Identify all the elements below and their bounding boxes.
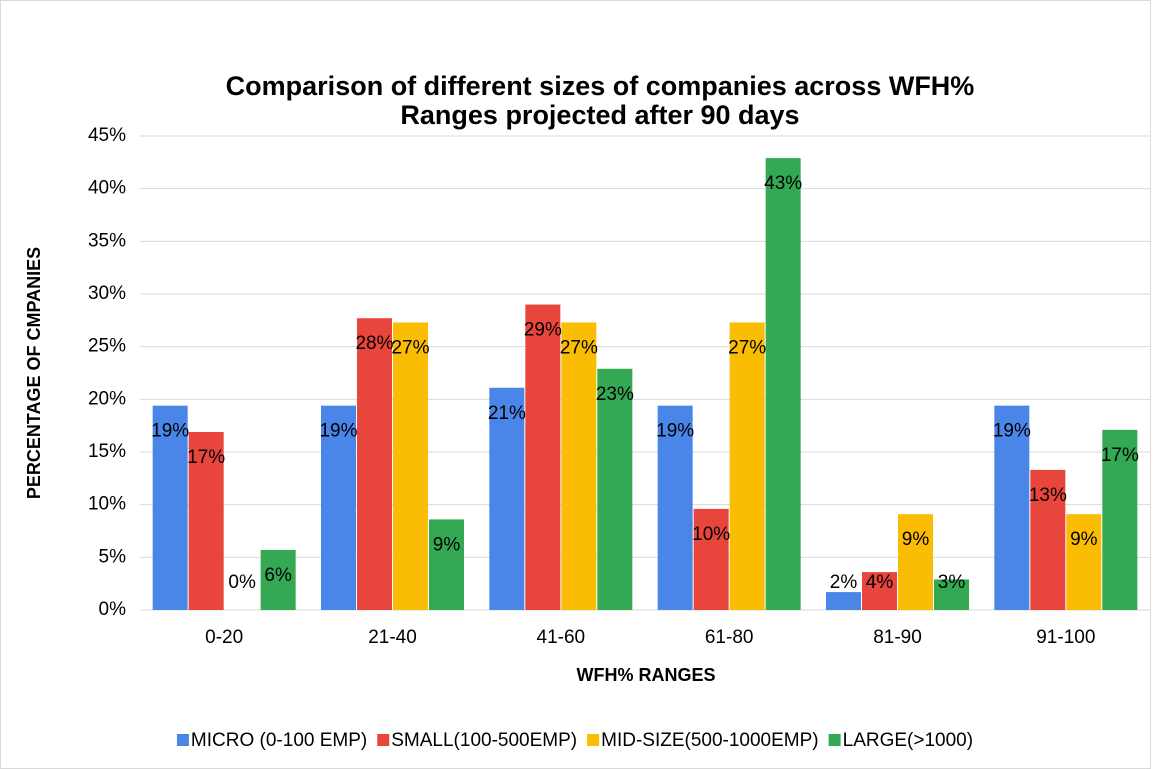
x-axis-title: WFH% RANGES <box>577 665 716 685</box>
x-tick-label: 41-60 <box>537 627 586 648</box>
data-label: 17% <box>187 447 225 468</box>
bar <box>188 431 224 610</box>
data-label: 23% <box>596 384 634 405</box>
x-tick-label: 21-40 <box>368 627 417 648</box>
y-tick-label: 25% <box>88 336 126 357</box>
data-label: 9% <box>1070 529 1098 550</box>
x-tick-label: 61-80 <box>705 627 754 648</box>
data-label: 19% <box>656 421 694 442</box>
bar <box>934 579 969 610</box>
y-tick-label: 10% <box>88 494 126 515</box>
bar <box>357 318 392 610</box>
legend-label: SMALL(100-500EMP) <box>391 730 577 751</box>
data-label: 2% <box>830 572 858 593</box>
legend-label: LARGE(>1000) <box>843 730 973 751</box>
bar <box>1066 514 1102 610</box>
bar <box>321 405 356 610</box>
y-tick-label: 45% <box>88 125 126 146</box>
legend-label: MICRO (0-100 EMP) <box>191 730 367 751</box>
chart-subtitle: Ranges projected after 90 days <box>400 100 799 130</box>
data-label: 0% <box>228 572 256 593</box>
data-label: 6% <box>264 565 292 586</box>
legend-swatch <box>377 734 390 746</box>
legend: MICRO (0-100 EMP) SMALL(100-500EMP) MID-SI… <box>176 730 973 751</box>
data-label: 19% <box>151 421 189 442</box>
data-label: 21% <box>488 403 526 424</box>
bar <box>1030 469 1066 610</box>
y-tick-label: 0% <box>99 599 127 620</box>
bar <box>657 405 693 610</box>
x-tick-label: 81-90 <box>873 627 922 648</box>
bar <box>597 368 633 610</box>
data-label: 19% <box>993 421 1031 442</box>
bar <box>862 572 897 610</box>
bar <box>994 405 1030 610</box>
data-label: 9% <box>902 529 930 550</box>
bar <box>693 508 729 610</box>
data-label: 19% <box>319 421 357 442</box>
data-label: 27% <box>391 337 429 358</box>
y-axis-title: PERCENTAGE OF CMPANIES <box>24 247 44 499</box>
bar <box>260 549 296 610</box>
legend-swatch <box>587 734 600 746</box>
y-tick-label: 20% <box>88 388 126 409</box>
data-label: 27% <box>728 337 766 358</box>
x-tick-label: 0-20 <box>205 627 243 648</box>
legend-swatch <box>828 734 841 746</box>
data-label: 28% <box>355 333 393 354</box>
legend-swatch <box>176 734 189 746</box>
bar <box>489 387 525 610</box>
data-label: 13% <box>1029 485 1067 506</box>
data-label: 4% <box>866 572 894 593</box>
bar <box>561 322 597 610</box>
data-label: 27% <box>560 337 598 358</box>
y-tick-label: 15% <box>88 441 126 462</box>
data-label: 29% <box>524 320 562 341</box>
data-label: 43% <box>764 173 802 194</box>
data-label: 10% <box>692 524 730 545</box>
y-tick-label: 30% <box>88 283 126 304</box>
bar <box>429 519 464 610</box>
y-tick-label: 40% <box>88 178 126 199</box>
bar <box>826 592 861 610</box>
bar <box>393 322 428 610</box>
bar <box>898 514 933 610</box>
bar <box>1102 429 1138 610</box>
chart-title: Comparison of different sizes of compani… <box>226 71 975 101</box>
data-label: 3% <box>938 572 966 593</box>
bar <box>152 405 188 610</box>
y-tick-label: 5% <box>99 546 127 567</box>
bar <box>729 322 765 610</box>
x-tick-label: 91-100 <box>1036 627 1095 648</box>
data-label: 9% <box>433 534 461 555</box>
data-label: 17% <box>1101 445 1139 466</box>
bar <box>525 304 561 610</box>
bar <box>765 158 801 610</box>
legend-label: MID-SIZE(500-1000EMP) <box>601 730 819 751</box>
y-tick-label: 35% <box>88 230 126 251</box>
